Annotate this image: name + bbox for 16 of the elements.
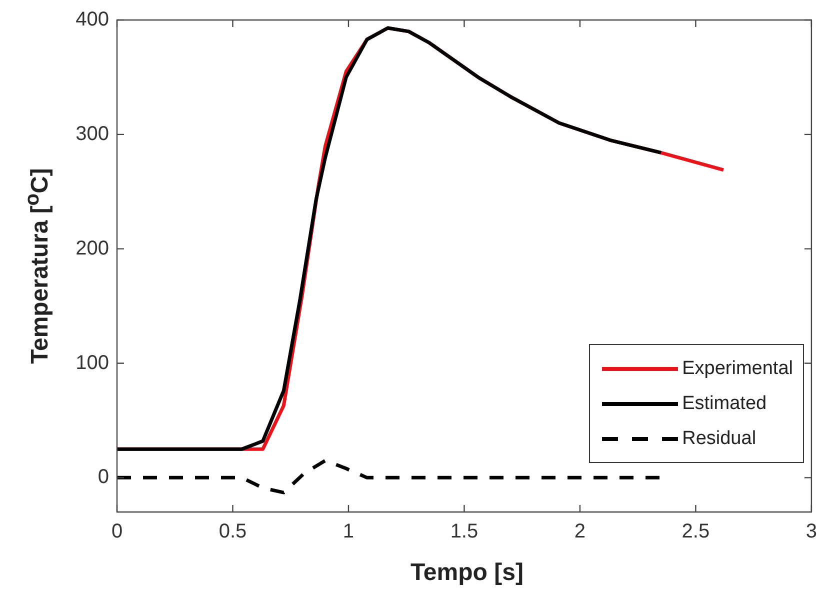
legend-label: Estimated (682, 392, 767, 414)
y-tick-label: 200 (76, 237, 109, 260)
legend-label: Residual (682, 428, 756, 450)
legend-label: Experimental (682, 358, 793, 380)
x-tick-label: 0.5 (218, 520, 247, 543)
x-axis-title: Tempo [s] (410, 559, 524, 587)
x-tick-label: 3 (806, 520, 817, 543)
y-tick-label: 100 (76, 352, 109, 374)
x-tick-label: 1 (342, 520, 354, 543)
x-tick-label: 0 (111, 520, 123, 543)
x-tick-label: 1.5 (450, 520, 478, 543)
x-tick-label: 2.5 (682, 520, 710, 543)
y-tick-label: 0 (98, 466, 109, 488)
y-tick-label: 400 (76, 8, 109, 31)
x-tick-label: 2 (574, 520, 586, 543)
y-tick-label: 300 (76, 122, 109, 145)
